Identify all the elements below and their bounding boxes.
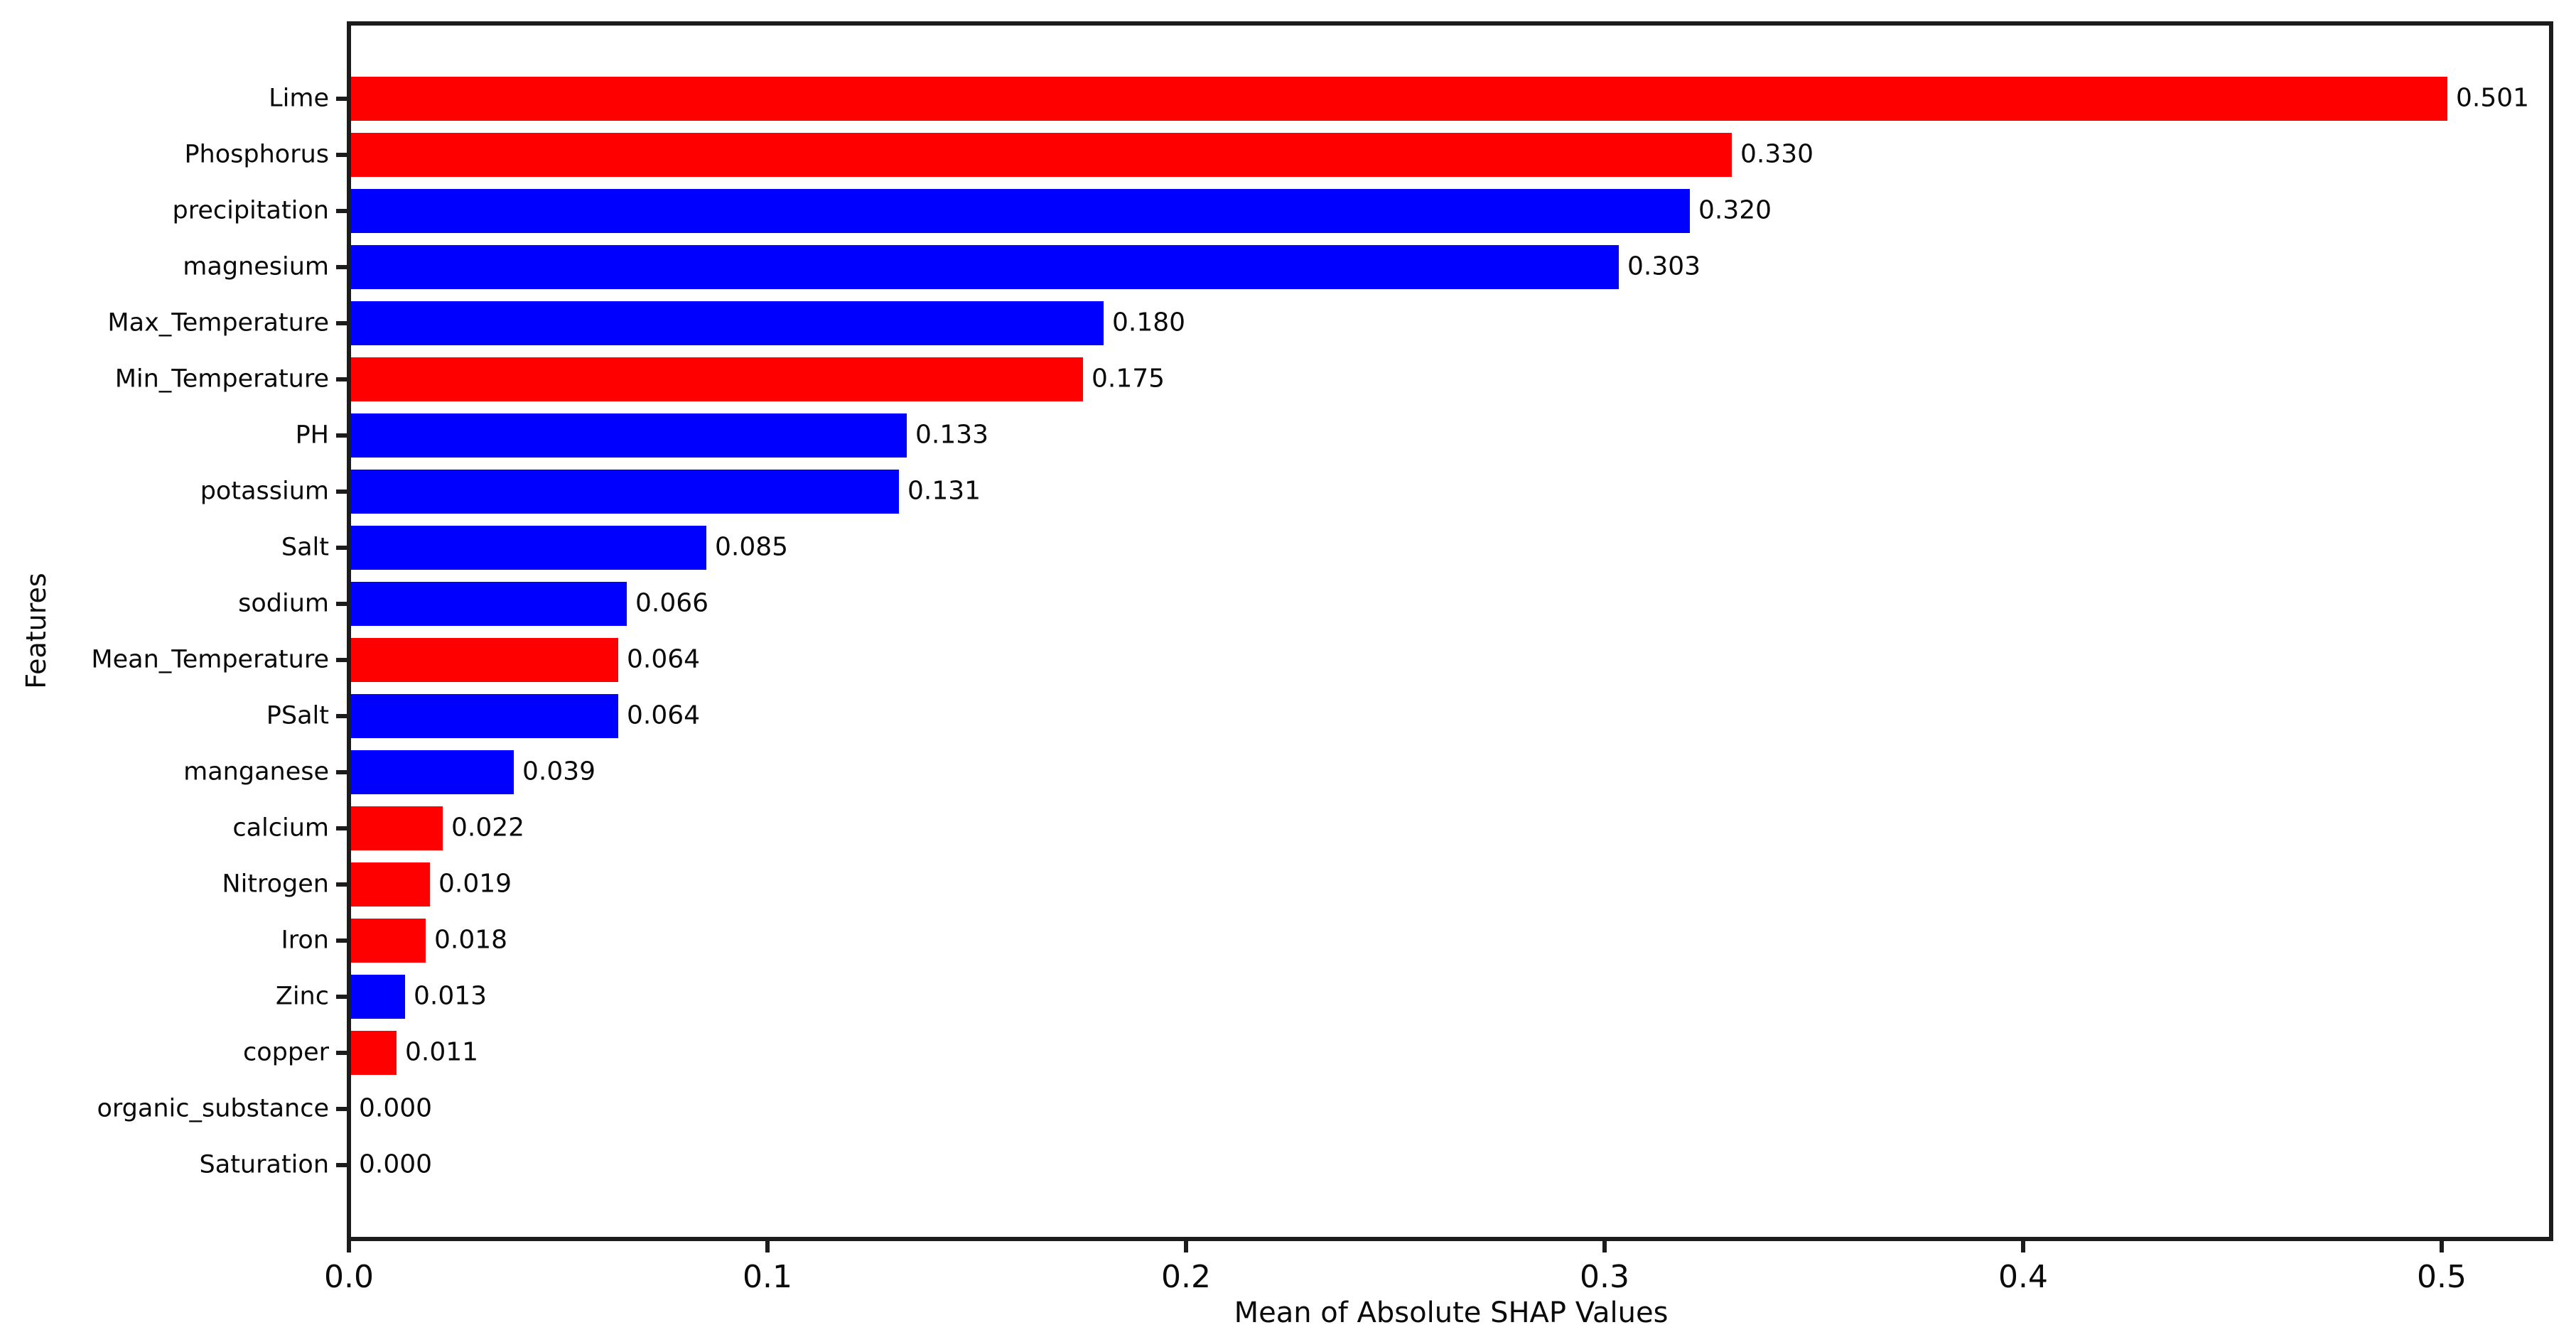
x-axis-tick <box>1184 1241 1188 1252</box>
y-axis-tick <box>336 1107 347 1111</box>
x-tick-label: 0.2 <box>1161 1259 1211 1295</box>
bar-copper <box>348 1031 397 1075</box>
y-axis-tick <box>336 602 347 606</box>
y-tick-label-copper: copper <box>242 1038 329 1067</box>
y-axis-tick <box>336 209 347 213</box>
x-axis-tick <box>2440 1241 2444 1252</box>
y-tick-label-Zinc: Zinc <box>275 982 329 1011</box>
bar-value-label: 0.320 <box>1698 195 1772 225</box>
bar-value-label: 0.330 <box>1740 139 1814 169</box>
plot-area: 0.501 0.330 0.320 0.303 0.180 0.175 0.133 0.131… <box>347 21 2553 1241</box>
y-axis-tick <box>336 882 347 887</box>
bar-value-label: 0.133 <box>915 420 989 450</box>
x-axis-tick <box>1602 1241 1607 1252</box>
x-tick-label: 0.0 <box>324 1259 374 1295</box>
bar-value-label: 0.022 <box>451 813 525 843</box>
bar-value-label: 0.039 <box>522 757 596 786</box>
bar-precipitation <box>348 189 1690 233</box>
bar-value-label: 0.180 <box>1112 308 1186 337</box>
y-tick-label-Max_Temperature: Max_Temperature <box>107 308 329 337</box>
y-axis-tick <box>336 770 347 774</box>
bar-value-label: 0.013 <box>414 981 487 1011</box>
y-axis-tick <box>336 97 347 101</box>
bar-value-label: 0.000 <box>359 1149 433 1179</box>
bar-value-label: 0.064 <box>627 644 701 674</box>
bar-Iron <box>348 919 426 963</box>
y-axis-tick <box>336 377 347 382</box>
bar-value-label: 0.064 <box>627 700 701 730</box>
x-tick-label: 0.1 <box>743 1259 792 1295</box>
bar-value-label: 0.501 <box>2456 83 2530 113</box>
y-axis-tick <box>336 826 347 830</box>
x-axis-tick <box>347 1241 351 1252</box>
y-tick-label-PSalt: PSalt <box>266 701 329 730</box>
bar-manganese <box>348 750 514 794</box>
y-axis-tick <box>336 938 347 943</box>
y-axis-label: Features <box>21 573 53 689</box>
y-axis-tick <box>336 995 347 999</box>
y-tick-label-Saturation: Saturation <box>199 1150 329 1179</box>
bar-value-label: 0.085 <box>715 532 789 562</box>
bar-value-label: 0.011 <box>405 1037 479 1067</box>
bar-value-label: 0.000 <box>359 1093 433 1123</box>
x-tick-label: 0.3 <box>1580 1259 1629 1295</box>
bar-Salt <box>348 526 706 570</box>
y-tick-label-precipitation: precipitation <box>172 196 330 225</box>
y-axis-tick <box>336 1051 347 1055</box>
x-axis-tick <box>765 1241 770 1252</box>
y-axis-tick <box>336 1163 347 1167</box>
bar-Phosphorus <box>348 133 1732 177</box>
bar-calcium <box>348 806 443 850</box>
bar-PH <box>348 413 907 458</box>
y-tick-label-PH: PH <box>295 421 329 450</box>
bar-value-label: 0.303 <box>1627 251 1701 281</box>
y-tick-label-Lime: Lime <box>269 84 329 113</box>
bar-sodium <box>348 582 627 626</box>
bar-value-label: 0.018 <box>434 925 508 955</box>
x-axis-tick <box>2021 1241 2025 1252</box>
bar-Nitrogen <box>348 862 430 907</box>
y-axis-tick <box>336 489 347 494</box>
y-tick-label-Phosphorus: Phosphorus <box>184 140 329 169</box>
bar-potassium <box>348 470 899 514</box>
bar-Zinc <box>348 975 405 1019</box>
bar-Min_Temperature <box>348 357 1083 401</box>
y-axis-tick <box>336 153 347 157</box>
bar-value-label: 0.131 <box>907 476 981 506</box>
y-axis-tick <box>336 265 347 269</box>
x-tick-label: 0.5 <box>2417 1259 2467 1295</box>
y-axis-tick <box>336 658 347 662</box>
y-axis-tick <box>336 433 347 438</box>
bar-value-label: 0.019 <box>438 869 512 899</box>
bar-Max_Temperature <box>348 301 1104 345</box>
y-tick-label-Salt: Salt <box>281 533 329 562</box>
y-tick-label-magnesium: magnesium <box>183 252 329 281</box>
x-axis-label: Mean of Absolute SHAP Values <box>1234 1297 1669 1329</box>
y-axis-tick <box>336 546 347 550</box>
y-tick-label-organic_substance: organic_substance <box>97 1094 329 1123</box>
bar-magnesium <box>348 245 1619 289</box>
y-tick-label-Iron: Iron <box>281 926 329 955</box>
y-tick-label-Min_Temperature: Min_Temperature <box>114 364 329 394</box>
y-tick-label-Nitrogen: Nitrogen <box>222 870 329 899</box>
y-axis-tick <box>336 714 347 718</box>
y-tick-label-manganese: manganese <box>183 757 329 786</box>
y-tick-label-calcium: calcium <box>232 813 329 843</box>
y-tick-label-sodium: sodium <box>238 589 329 618</box>
bar-Lime <box>348 77 2447 121</box>
bar-value-label: 0.175 <box>1092 364 1165 394</box>
y-tick-label-potassium: potassium <box>200 477 329 506</box>
x-tick-label: 0.4 <box>1998 1259 2048 1295</box>
y-axis-tick <box>336 321 347 325</box>
bar-PSalt <box>348 694 618 738</box>
bar-Mean_Temperature <box>348 638 618 682</box>
bar-value-label: 0.066 <box>635 588 709 618</box>
y-tick-label-Mean_Temperature: Mean_Temperature <box>91 645 329 674</box>
